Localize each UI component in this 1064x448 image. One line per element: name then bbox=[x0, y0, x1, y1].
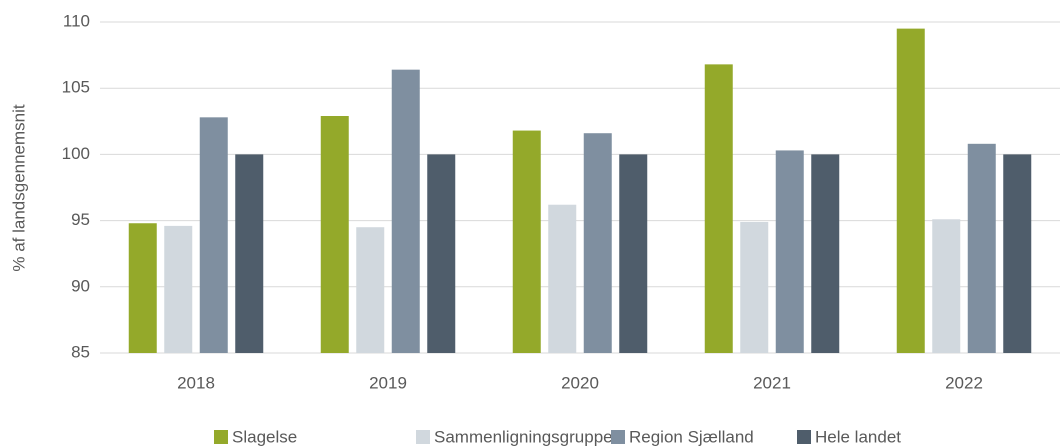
legend-label: Sammenligningsgruppen bbox=[434, 427, 622, 446]
bar bbox=[128, 223, 157, 353]
legend-swatch bbox=[214, 430, 228, 444]
bar bbox=[583, 133, 612, 353]
bar bbox=[320, 116, 349, 353]
bar bbox=[235, 154, 264, 353]
x-tick-label: 2022 bbox=[945, 373, 983, 392]
y-tick-label: 90 bbox=[71, 276, 90, 295]
legend-label: Hele landet bbox=[815, 427, 901, 446]
bar bbox=[356, 227, 385, 353]
legend-label: Region Sjælland bbox=[629, 427, 754, 446]
legend-label: Slagelse bbox=[232, 427, 297, 446]
bar bbox=[512, 130, 541, 353]
x-tick-label: 2018 bbox=[177, 373, 215, 392]
bar bbox=[619, 154, 648, 353]
bar bbox=[548, 204, 577, 353]
y-tick-label: 100 bbox=[62, 144, 90, 163]
bar bbox=[391, 69, 420, 353]
y-tick-label: 110 bbox=[63, 11, 90, 30]
bar bbox=[775, 150, 804, 353]
y-tick-label: 105 bbox=[62, 78, 90, 97]
x-tick-label: 2020 bbox=[561, 373, 599, 392]
bar bbox=[896, 28, 925, 354]
legend-swatch bbox=[416, 430, 430, 444]
y-tick-label: 95 bbox=[71, 210, 90, 229]
bar bbox=[704, 64, 733, 354]
bar bbox=[932, 219, 961, 353]
legend-swatch bbox=[611, 430, 625, 444]
bar bbox=[199, 117, 228, 353]
bar bbox=[1003, 154, 1032, 353]
y-tick-label: 85 bbox=[71, 342, 90, 361]
bar bbox=[811, 154, 840, 353]
bar bbox=[740, 221, 769, 353]
bar bbox=[427, 154, 456, 353]
bar bbox=[164, 225, 193, 353]
bar bbox=[967, 143, 996, 353]
x-tick-label: 2019 bbox=[369, 373, 407, 392]
x-tick-label: 2021 bbox=[753, 373, 791, 392]
y-axis-label: % af landsgennemsnit bbox=[9, 104, 28, 272]
legend-swatch bbox=[797, 430, 811, 444]
